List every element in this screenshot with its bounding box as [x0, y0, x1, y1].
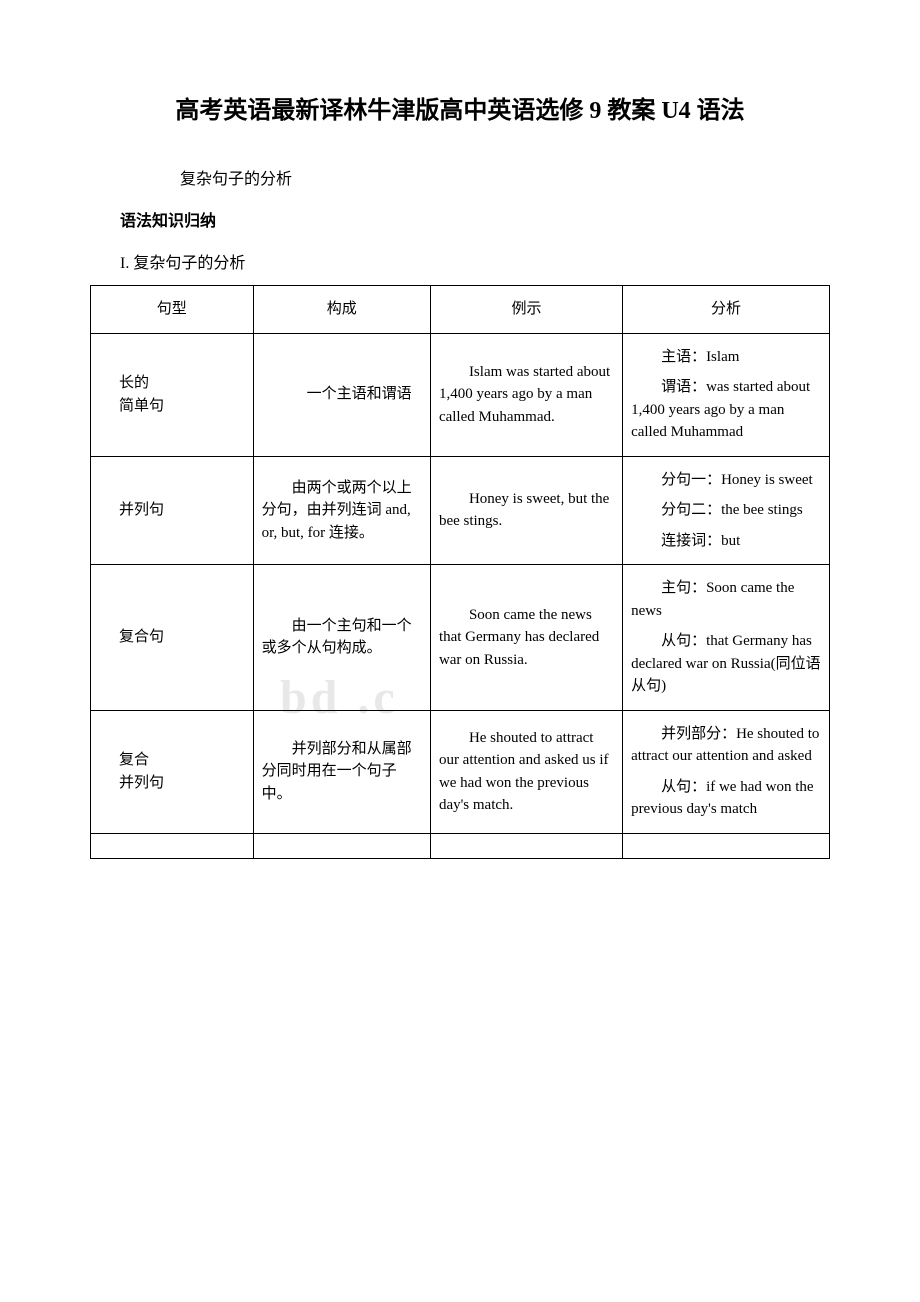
table-row: 并列句由两个或两个以上分句，由并列连词 and, or, but, for 连接…	[91, 456, 830, 565]
cell-analysis: 主语：Islam谓语：was started about 1,400 years…	[623, 333, 830, 456]
empty-cell	[253, 833, 430, 858]
empty-cell	[623, 833, 830, 858]
cell-structure: 由两个或两个以上分句，由并列连词 and, or, but, for 连接。	[253, 456, 430, 565]
header-structure: 构成	[253, 286, 430, 334]
page-title: 高考英语最新译林牛津版高中英语选修 9 教案 U4 语法	[90, 90, 830, 125]
cell-analysis: 分句一：Honey is sweet分句二：the bee stings连接词：…	[623, 456, 830, 565]
cell-analysis: 并列部分：He shouted to attract our attention…	[623, 710, 830, 833]
cell-structure: 并列部分和从属部分同时用在一个句子中。	[253, 710, 430, 833]
table-row-empty	[91, 833, 830, 858]
cell-analysis: 主句：Soon came the news从句：that Germany has…	[623, 565, 830, 711]
empty-cell	[430, 833, 622, 858]
header-type: 句型	[91, 286, 254, 334]
section-sub-heading: I. 复杂句子的分析	[120, 249, 830, 273]
table-row: 复合并列句并列部分和从属部分同时用在一个句子中。He shouted to at…	[91, 710, 830, 833]
cell-example: He shouted to attract our attention and …	[430, 710, 622, 833]
cell-type: 复合并列句	[91, 710, 254, 833]
cell-type: 长的简单句	[91, 333, 254, 456]
cell-type: 并列句	[91, 456, 254, 565]
table-header-row: 句型 构成 例示 分析	[91, 286, 830, 334]
grammar-table: 句型 构成 例示 分析 长的简单句一个主语和谓语Islam was starte…	[90, 285, 830, 859]
cell-type: 复合句	[91, 565, 254, 711]
empty-cell	[91, 833, 254, 858]
table-row: 复合句由一个主句和一个或多个从句构成。Soon came the news th…	[91, 565, 830, 711]
cell-example: Soon came the news that Germany has decl…	[430, 565, 622, 711]
header-example: 例示	[430, 286, 622, 334]
cell-structure: 由一个主句和一个或多个从句构成。	[253, 565, 430, 711]
cell-structure: 一个主语和谓语	[253, 333, 430, 456]
cell-example: Honey is sweet, but the bee stings.	[430, 456, 622, 565]
subtitle: 复杂句子的分析	[180, 165, 830, 189]
section-heading: 语法知识归纳	[120, 207, 830, 231]
cell-example: Islam was started about 1,400 years ago …	[430, 333, 622, 456]
table-row: 长的简单句一个主语和谓语Islam was started about 1,40…	[91, 333, 830, 456]
header-analysis: 分析	[623, 286, 830, 334]
